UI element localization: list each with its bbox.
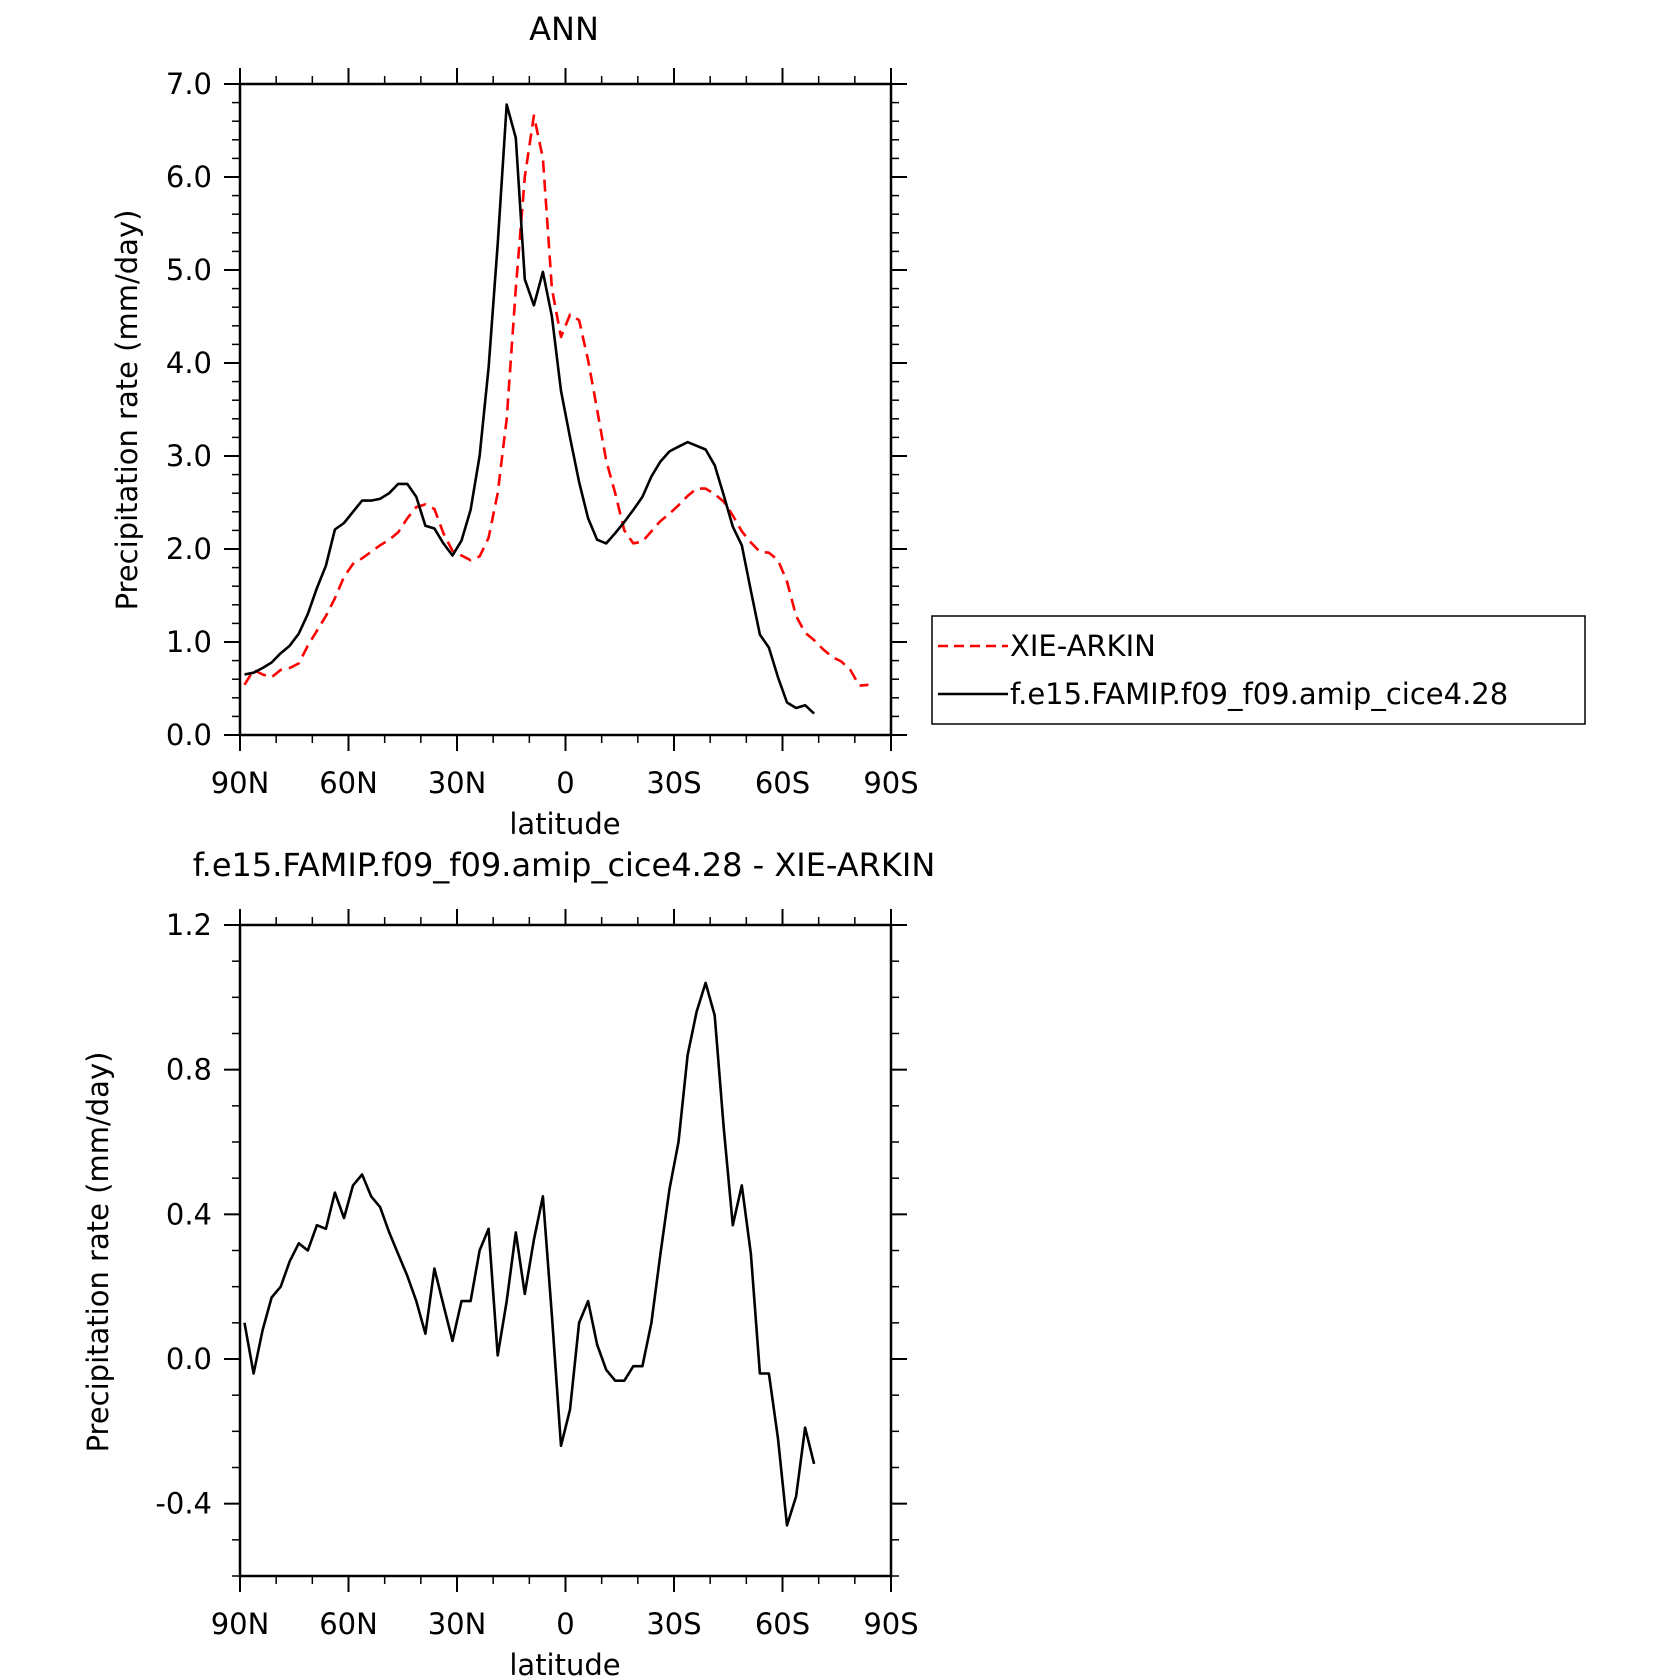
top-chart-title: ANN (529, 10, 599, 48)
top-y-tick-label: 5.0 (166, 253, 212, 287)
top-y-tick-label: 0.0 (166, 718, 212, 752)
top-x-tick-label: 60N (319, 766, 378, 800)
top-chart: ANN 0.0 1.0 2.0 3.0 4.0 5.0 6.0 7.0 90N 60N 30N 0 3… (110, 10, 1586, 841)
top-x-tick-label: 0 (556, 766, 574, 800)
top-x-tick-labels: 90N 60N 30N 0 30S 60S 90S (211, 766, 919, 800)
top-x-tick-label: 90N (211, 766, 270, 800)
legend-label-xie-arkin: XIE-ARKIN (1010, 629, 1156, 663)
bottom-series-layer (243, 981, 816, 1527)
bottom-y-tick-label: 0.0 (166, 1342, 212, 1376)
top-axis-ticks (224, 68, 907, 751)
bottom-y-tick-label: 0.8 (166, 1053, 212, 1087)
top-y-tick-label: 2.0 (166, 532, 212, 566)
bottom-x-tick-label: 0 (556, 1607, 574, 1641)
top-series-layer (243, 103, 869, 715)
bottom-x-tick-label: 30N (428, 1607, 487, 1641)
bottom-x-tick-label: 60S (755, 1607, 810, 1641)
bottom-y-tick-labels: -0.4 0.0 0.4 0.8 1.2 (155, 908, 212, 1521)
top-y-tick-label: 7.0 (166, 67, 212, 101)
legend-label-model: f.e15.FAMIP.f09_f09.amip_cice4.28 (1010, 677, 1508, 711)
top-x-tick-label: 30S (646, 766, 701, 800)
legend: XIE-ARKIN f.e15.FAMIP.f09_f09.amip_cice4… (931, 615, 1586, 725)
top-y-tick-label: 1.0 (166, 625, 212, 659)
top-y-tick-label: 3.0 (166, 439, 212, 473)
bottom-x-tick-label: 60N (319, 1607, 378, 1641)
bottom-x-tick-label: 90N (211, 1607, 270, 1641)
bottom-y-tick-label: 0.4 (166, 1197, 212, 1231)
top-y-tick-label: 6.0 (166, 160, 212, 194)
top-y-axis-label: Precipitation rate (mm/day) (110, 210, 144, 611)
bottom-x-tick-label: 30S (646, 1607, 701, 1641)
top-x-tick-label: 60S (755, 766, 810, 800)
top-y-tick-labels: 0.0 1.0 2.0 3.0 4.0 5.0 6.0 7.0 (166, 67, 212, 752)
bottom-x-axis-label: latitude (509, 1648, 620, 1680)
bottom-series-line-difference (243, 981, 816, 1527)
top-x-tick-label: 30N (428, 766, 487, 800)
bottom-chart-title: f.e15.FAMIP.f09_f09.amip_cice4.28 - XIE-… (193, 846, 936, 884)
top-series-line-f-e15-famip-f09-f09-amip-cice4-28 (244, 103, 815, 715)
top-series-line-xie-arkin (243, 114, 869, 688)
bottom-y-tick-label: -0.4 (155, 1487, 212, 1521)
top-x-tick-label: 90S (863, 766, 918, 800)
bottom-y-axis-label: Precipitation rate (mm/day) (81, 1052, 115, 1453)
bottom-plot-frame (238, 923, 893, 1578)
top-x-axis-label: latitude (509, 807, 620, 841)
bottom-x-tick-labels: 90N 60N 30N 0 30S 60S 90S (211, 1607, 919, 1641)
bottom-y-tick-label: 1.2 (166, 908, 212, 942)
top-y-tick-label: 4.0 (166, 346, 212, 380)
bottom-axis-ticks (224, 909, 907, 1592)
bottom-chart: f.e15.FAMIP.f09_f09.amip_cice4.28 - XIE-… (81, 846, 935, 1680)
bottom-x-tick-label: 90S (863, 1607, 918, 1641)
